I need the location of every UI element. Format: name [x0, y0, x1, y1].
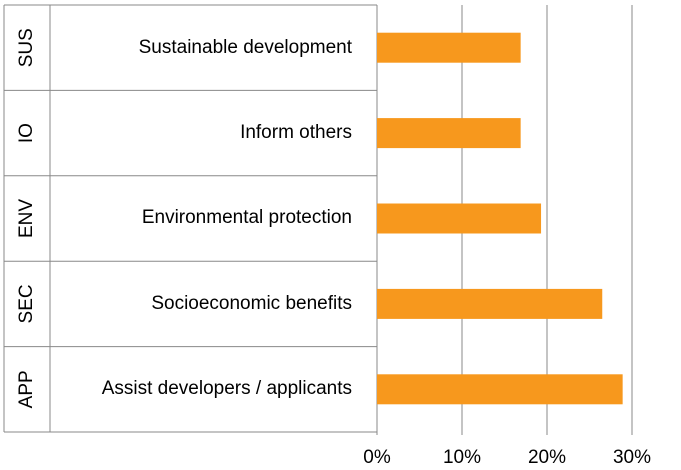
group-label: ENV [16, 199, 37, 238]
group-label: SEC [16, 284, 37, 323]
x-tick-label: 10% [443, 447, 481, 468]
group-label: APP [16, 370, 37, 408]
bar [377, 203, 542, 234]
x-tick-label: 0% [363, 447, 391, 468]
group-label: IO [16, 123, 37, 143]
category-label-box: Assist developers / applicants [52, 347, 352, 432]
bar [377, 118, 521, 149]
category-label: Inform others [240, 121, 352, 143]
group-label: SUS [16, 28, 37, 67]
category-label: Sustainable development [138, 36, 352, 58]
category-label-box: Socioeconomic benefits [52, 261, 352, 346]
category-label: Assist developers / applicants [101, 378, 352, 400]
x-tick-label: 20% [528, 447, 566, 468]
category-label-box: Environmental protection [52, 176, 352, 261]
x-tick-label: 30% [613, 447, 651, 468]
bar [377, 374, 623, 405]
category-label-box: Sustainable development [52, 5, 352, 90]
category-label-box: Inform others [52, 90, 352, 175]
bar [377, 288, 603, 319]
category-label: Environmental protection [141, 207, 352, 229]
bar [377, 32, 521, 63]
category-label: Socioeconomic benefits [151, 292, 352, 314]
